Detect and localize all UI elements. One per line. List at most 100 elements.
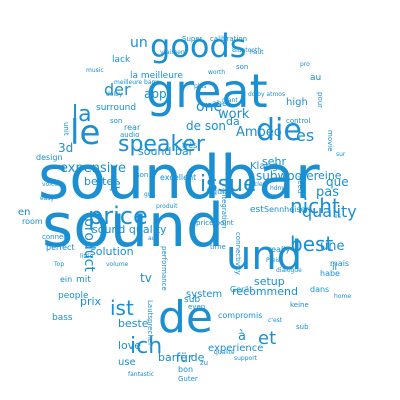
word-item: perfect [46,243,75,252]
word-item: worth [208,69,226,76]
word-item: plus [194,83,207,90]
word-item: fantastic [128,371,155,378]
word-item: beste [118,317,149,330]
word-item: time [210,243,226,251]
word-item: Bluetooth [232,47,262,54]
word-item: control [286,117,311,125]
word-item: es [296,126,315,145]
word-item: room [22,217,43,226]
word-item: home [334,293,352,300]
word-item: de son [186,119,227,133]
word-item: best [290,232,334,256]
word-item: dolby atmos [248,91,286,98]
word-item: performance [160,246,168,291]
word-item: il [332,263,338,273]
word-item: en [18,207,31,218]
word-item: little [80,253,94,260]
word-item: und [226,233,303,279]
word-item: keine [290,301,309,309]
word-item: rear [124,123,141,132]
word-item: unit [62,122,70,136]
word-item: pro [300,61,310,68]
word-item: es [334,213,341,220]
word-item: ein [60,275,73,284]
word-item: für [176,351,193,365]
word-item: dolby [106,91,123,98]
word-item: auf [148,235,158,242]
word-item: eine [318,169,342,182]
word-item: que [326,175,349,189]
word-item: da [226,115,240,128]
word-item: habe [320,269,340,278]
word-item: ich [130,334,163,359]
word-item: price point [196,219,234,227]
word-item: hdmi [270,185,286,192]
word-item: better [84,175,118,188]
word-item: Sennheiser [264,205,309,214]
word-item: speaker [118,132,205,157]
word-item: Guter [178,375,198,383]
word-item: barre de [158,351,205,364]
word-item: audio [120,131,140,139]
word-item: work [218,107,250,122]
word-item: produit [156,203,178,210]
word-item: lack [112,55,131,65]
word-item: goods [150,27,247,65]
word-item: sound bar [138,145,194,158]
word-item: meilleure barre [114,79,160,86]
word-item: setup [254,275,285,288]
word-item: sound quality [92,223,167,236]
word-item: compromis [218,311,263,320]
word-item: nicht [290,194,340,218]
word-item: need [296,176,304,194]
word-item: sub [184,295,201,305]
word-item: system [186,289,223,300]
word-item: mant [222,97,238,104]
word-item: haut [250,49,264,56]
word-item: dialogue [276,267,302,274]
word-item: la meilleure [130,71,183,81]
word-item: zu [200,359,209,367]
word-item: really [268,245,291,254]
word-item: son [110,117,123,125]
word-item: tv [140,271,152,285]
word-item: sur [336,151,346,158]
word-item: bass [52,313,73,323]
word-item: pour [316,92,324,109]
word-item: experience [208,343,264,354]
word-item: Top [54,261,65,268]
word-item: est [250,205,264,215]
word-item: excellent [160,173,197,182]
word-item: pas [316,185,339,200]
word-item: voice [42,181,58,188]
word-item: high [286,97,308,108]
word-item: easy [40,195,55,202]
word-item: design [36,153,63,162]
word-item: qui [212,187,225,196]
word-item: soundbar [38,143,320,213]
word-item: quality [302,202,357,221]
word-item: price [88,202,148,230]
word-item: clear [254,181,269,188]
word-item: people [58,291,89,301]
word-item: mais [330,259,350,268]
word-item: use [118,357,136,368]
word-item: mit [76,275,91,285]
word-item: sehr [262,155,286,168]
word-item: solution [90,245,134,258]
word-item: even [188,303,206,311]
word-item: ist [110,296,134,320]
word-item: connect [42,233,70,241]
word-item: c'est [268,317,283,324]
word-item: app [144,87,167,101]
word-item: love [118,339,142,352]
word-item: calibration [210,35,248,43]
word-item: recommend [232,285,298,298]
word-item: aber [212,99,231,108]
word-item: gut [144,191,154,198]
word-item: le [70,113,101,153]
word-item: un [130,35,148,51]
word-item: Klang [250,161,279,172]
word-item: vraiment [160,49,188,56]
word-item: die [256,113,302,148]
